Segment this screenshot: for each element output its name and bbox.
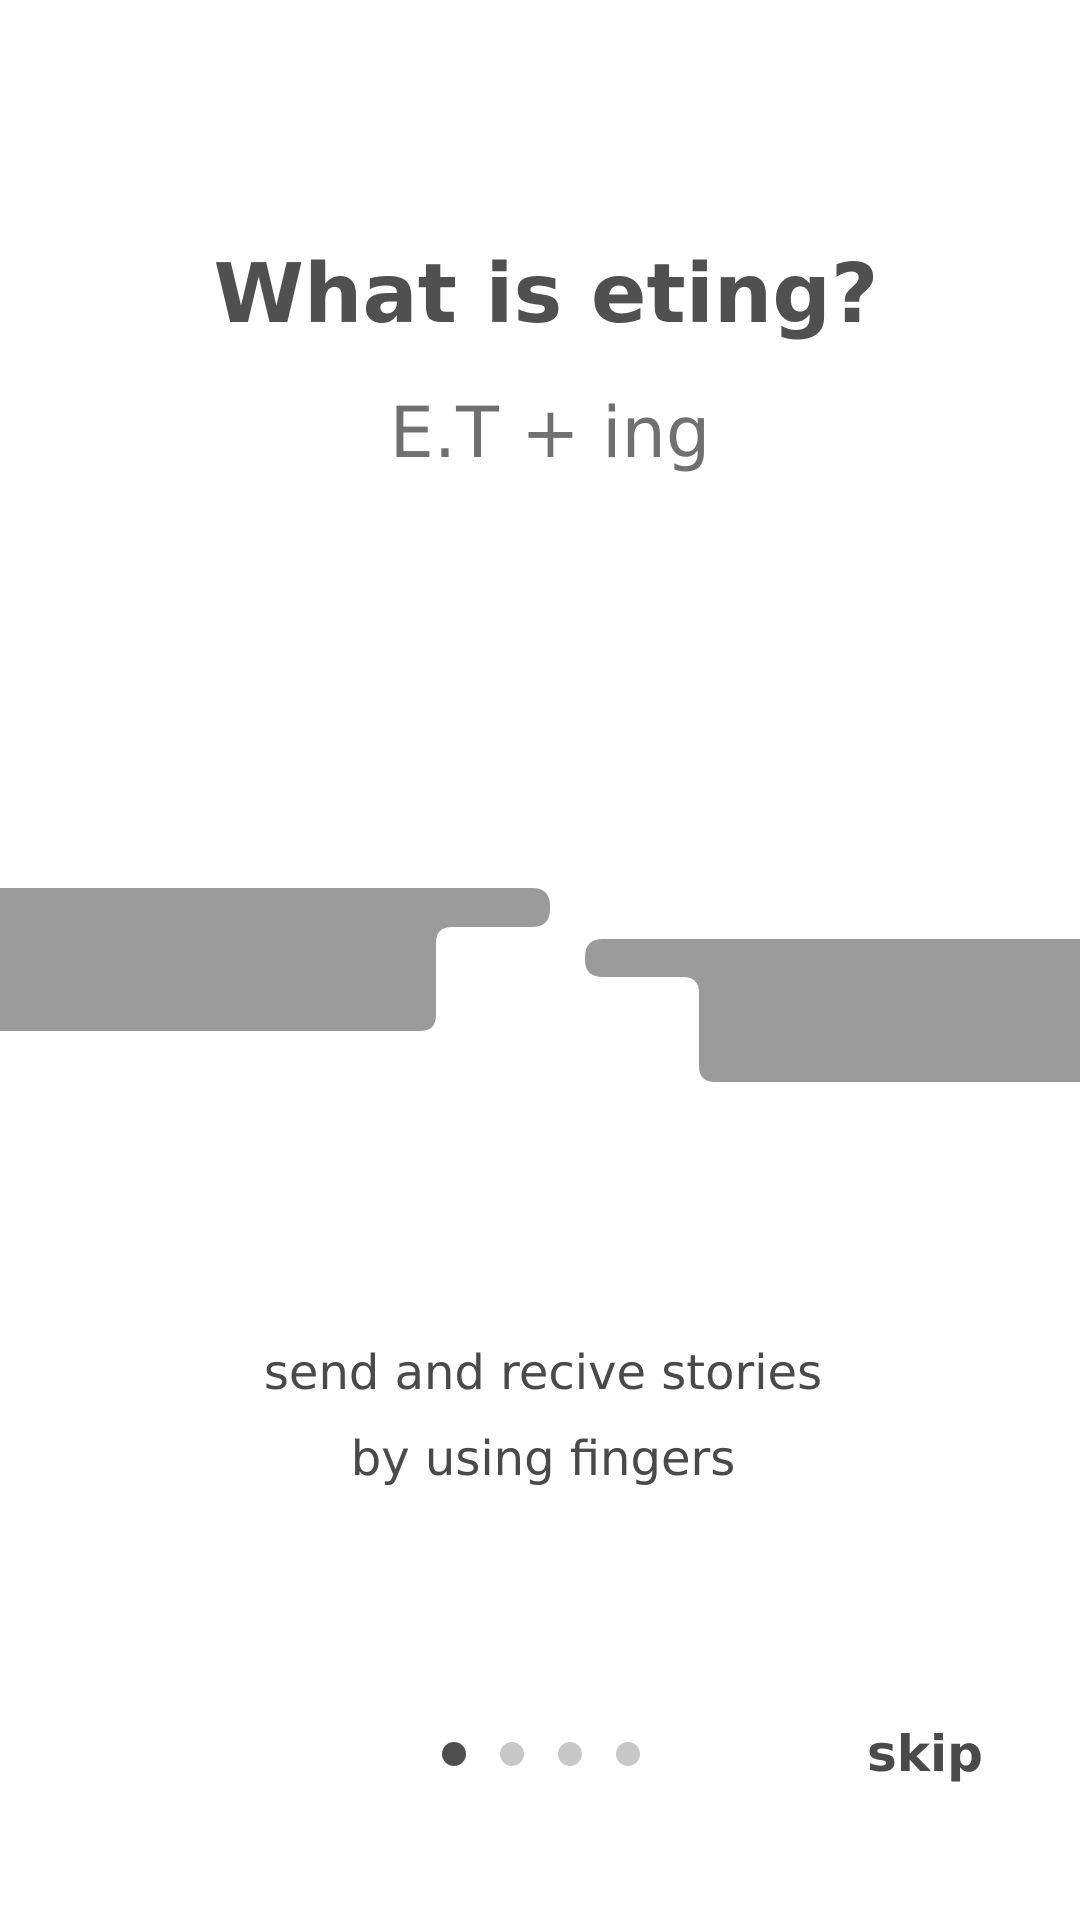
description-line: send and recive stories bbox=[0, 1330, 1080, 1416]
page-dot-1[interactable] bbox=[442, 1742, 466, 1766]
right-step-shape bbox=[585, 939, 1080, 1082]
description-line: by using fingers bbox=[0, 1416, 1080, 1502]
page-dot-2[interactable] bbox=[500, 1742, 524, 1766]
left-step-shape bbox=[0, 888, 550, 1031]
page-subtitle: E.T + ing bbox=[0, 386, 1080, 480]
page-title: What is eting? bbox=[0, 240, 1080, 350]
page-indicator bbox=[442, 1742, 640, 1766]
skip-button[interactable]: skip bbox=[860, 1718, 990, 1790]
description: send and recive stories by using fingers bbox=[0, 1330, 1080, 1502]
page-dot-3[interactable] bbox=[558, 1742, 582, 1766]
page-dot-4[interactable] bbox=[616, 1742, 640, 1766]
